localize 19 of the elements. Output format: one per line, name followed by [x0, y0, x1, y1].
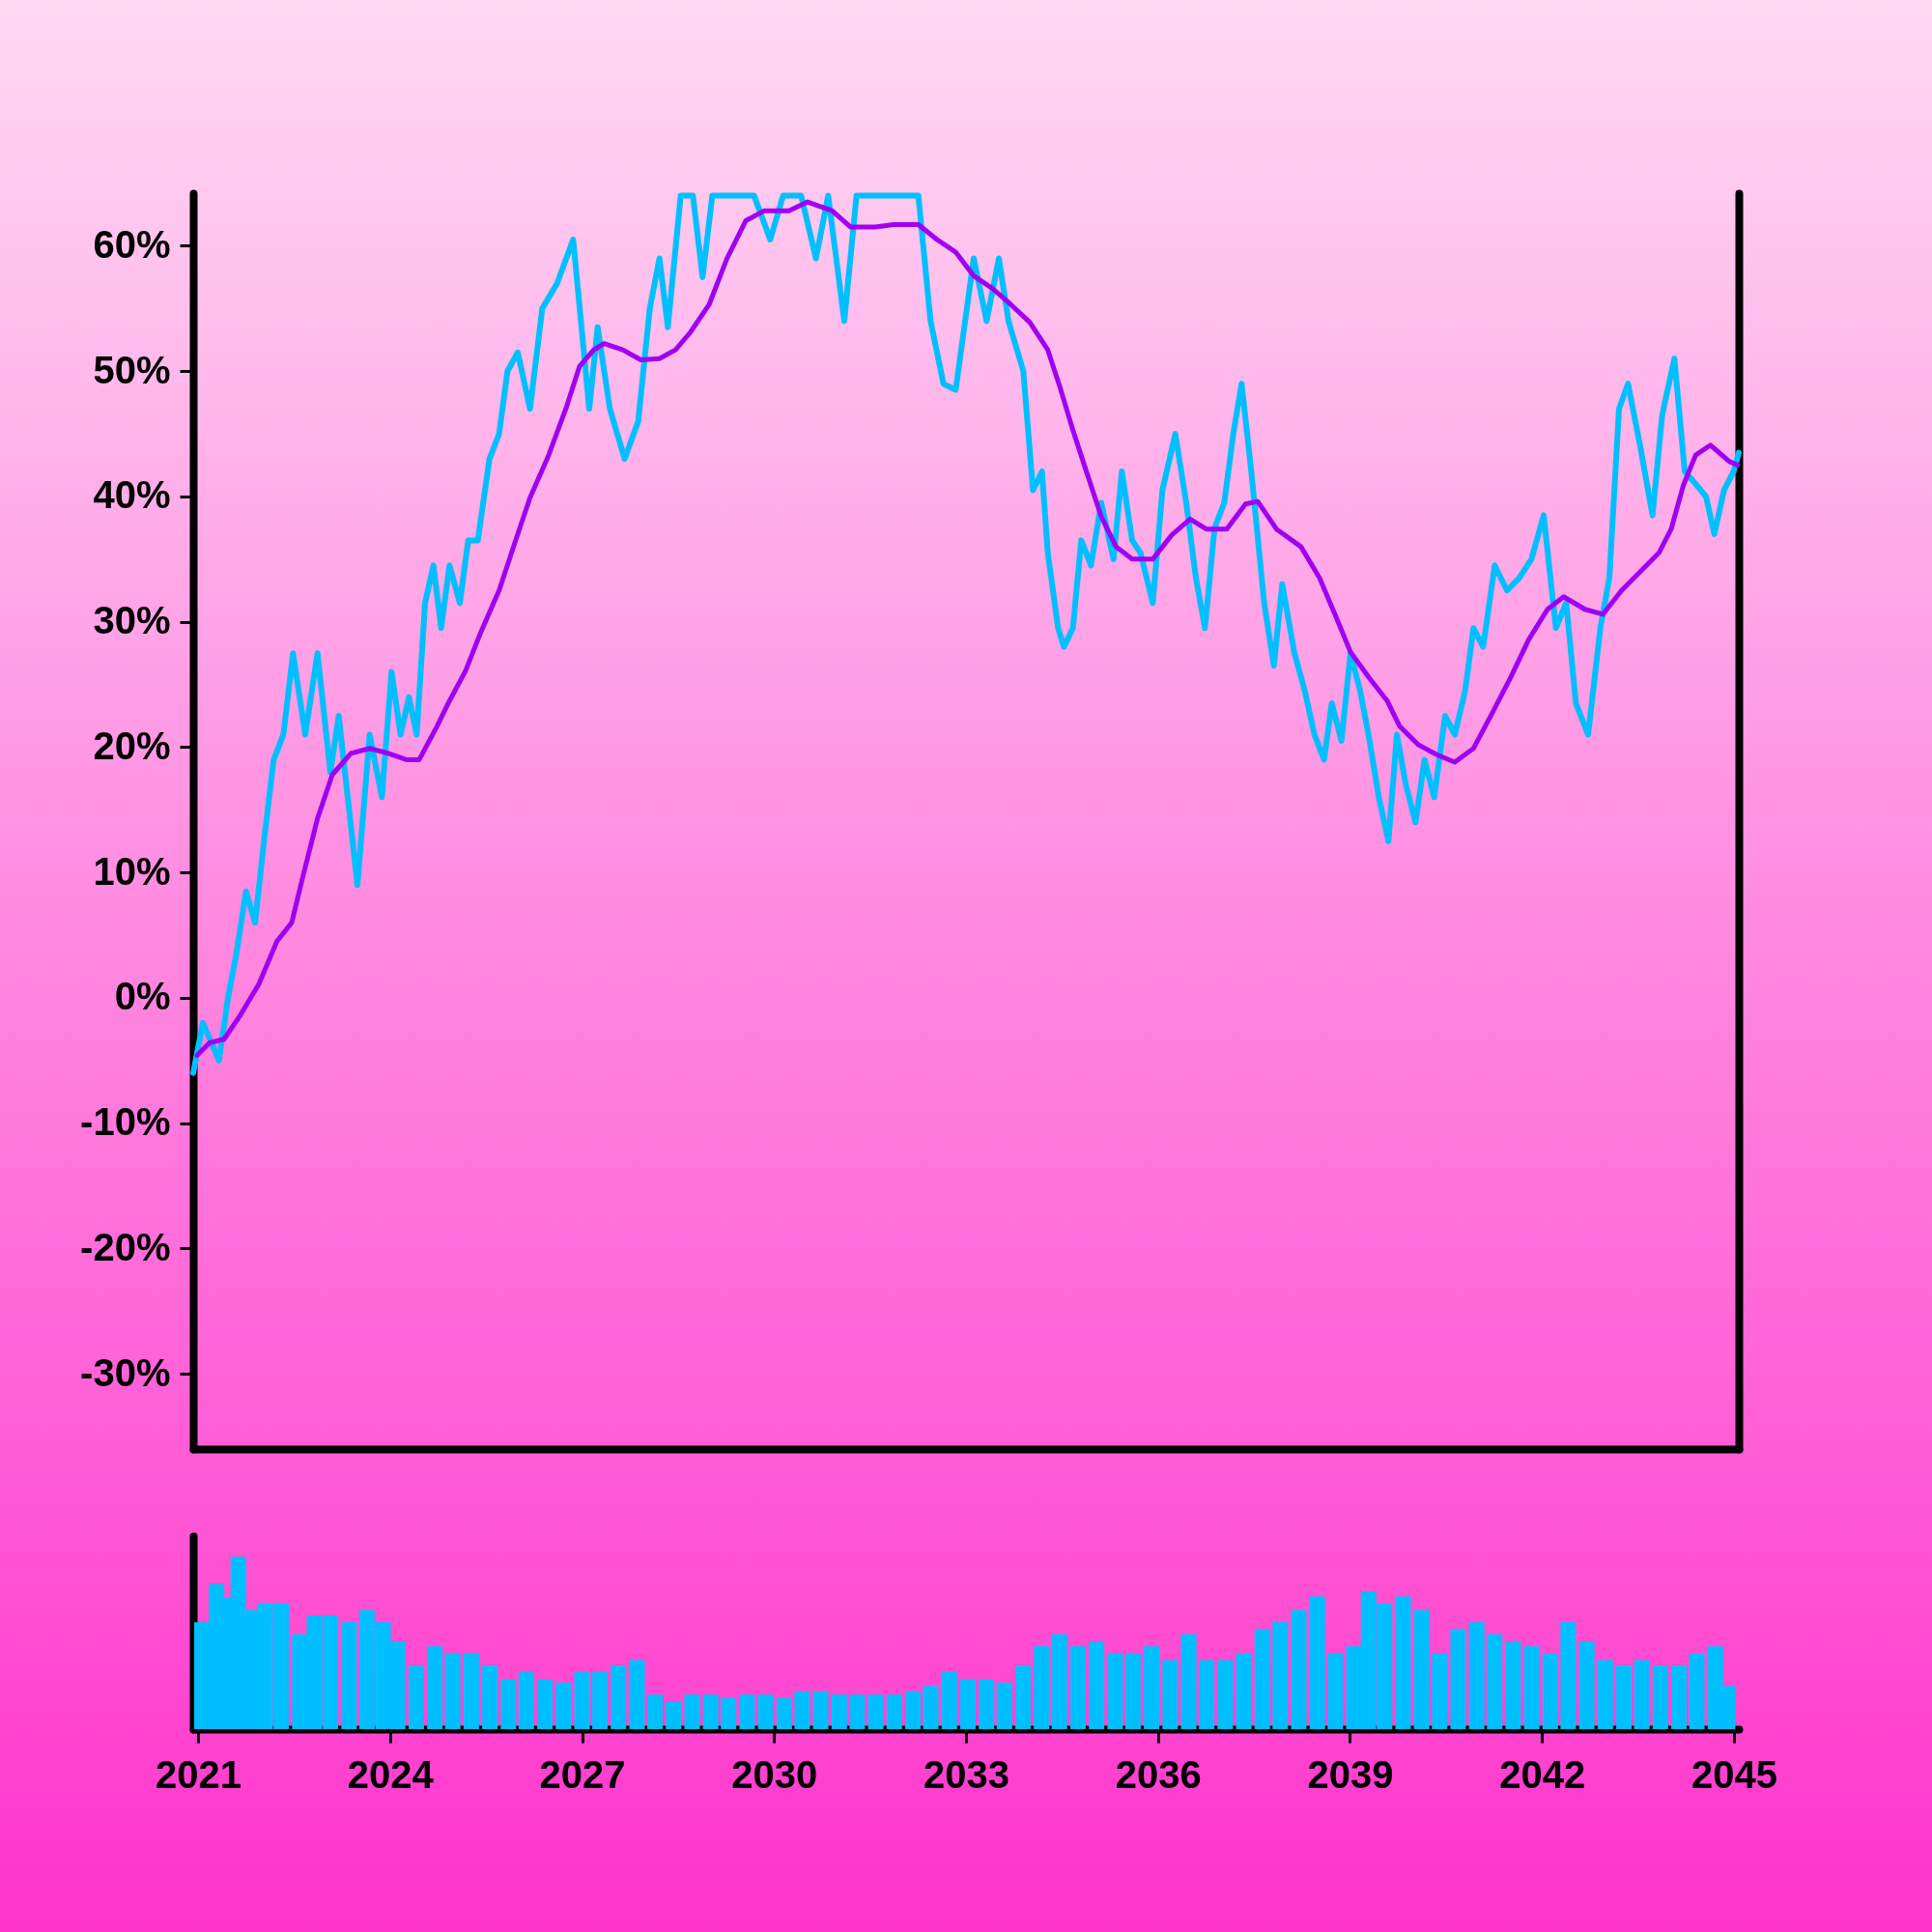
y-tick-label: 20%: [93, 724, 171, 767]
x-tick-label: 2045: [1691, 1752, 1777, 1796]
x-tick-label: 2033: [923, 1752, 1009, 1796]
y-tick-label: 50%: [93, 348, 171, 391]
x-tick-label: 2030: [731, 1752, 818, 1796]
x-tick-label: 2027: [539, 1752, 626, 1796]
x-tick-label: 2021: [156, 1752, 242, 1796]
y-tick-label: -20%: [80, 1225, 171, 1268]
x-tick-label: 2039: [1307, 1752, 1394, 1796]
y-tick-label: -10%: [80, 1100, 171, 1144]
y-tick-label: 60%: [93, 222, 171, 266]
x-tick-label: 2024: [347, 1752, 435, 1796]
x-tick-label: 2042: [1499, 1752, 1586, 1796]
y-tick-label: 30%: [93, 599, 171, 642]
y-tick-label: -30%: [80, 1350, 171, 1394]
y-tick-label: 10%: [93, 849, 171, 893]
y-tick-label: 40%: [93, 473, 171, 517]
y-tick-label: 0%: [114, 975, 171, 1018]
x-tick-label: 2036: [1115, 1752, 1202, 1796]
